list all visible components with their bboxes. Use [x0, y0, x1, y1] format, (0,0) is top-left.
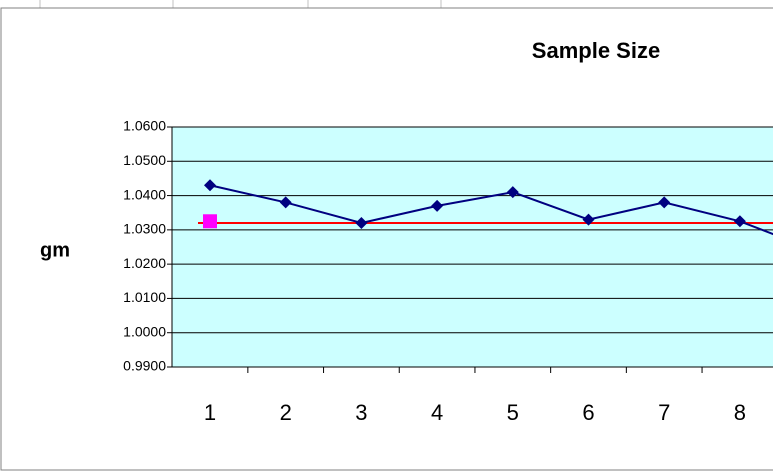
data-point — [355, 217, 368, 229]
chart-title: Sample Size — [532, 38, 660, 63]
data-point — [203, 214, 217, 229]
plot-background — [171, 126, 773, 368]
y-tick-label: 1.0400 — [123, 186, 166, 202]
data-point — [506, 186, 519, 199]
x-tick-label: 3 — [355, 400, 367, 425]
data-point — [658, 196, 671, 209]
y-tick-label: 1.0000 — [123, 323, 166, 339]
y-tick-label: 1.0200 — [123, 255, 166, 271]
x-tick-label: 4 — [431, 400, 443, 425]
y-tick-label: 0.9900 — [123, 358, 166, 374]
data-point — [733, 215, 746, 228]
sheet-grid — [39, 0, 442, 8]
x-tick-label: 6 — [582, 400, 594, 425]
x-tick-label: 5 — [507, 400, 519, 425]
data-point — [204, 179, 216, 192]
y-tick-label: 1.0600 — [123, 118, 166, 134]
x-tick-label: 2 — [280, 400, 292, 425]
y-tick-label: 1.0100 — [123, 289, 166, 305]
x-tick-label: 7 — [658, 400, 670, 425]
y-tick-label: 1.0300 — [123, 221, 166, 237]
x-tick-label: 1 — [204, 400, 216, 425]
x-tick-label: 8 — [734, 400, 746, 425]
data-point — [279, 196, 292, 209]
y-tick-label: 1.0500 — [123, 152, 166, 168]
data-point — [582, 213, 595, 226]
y-axis-label: gm — [40, 239, 70, 261]
data-point — [431, 199, 444, 212]
plot-content — [172, 126, 773, 368]
